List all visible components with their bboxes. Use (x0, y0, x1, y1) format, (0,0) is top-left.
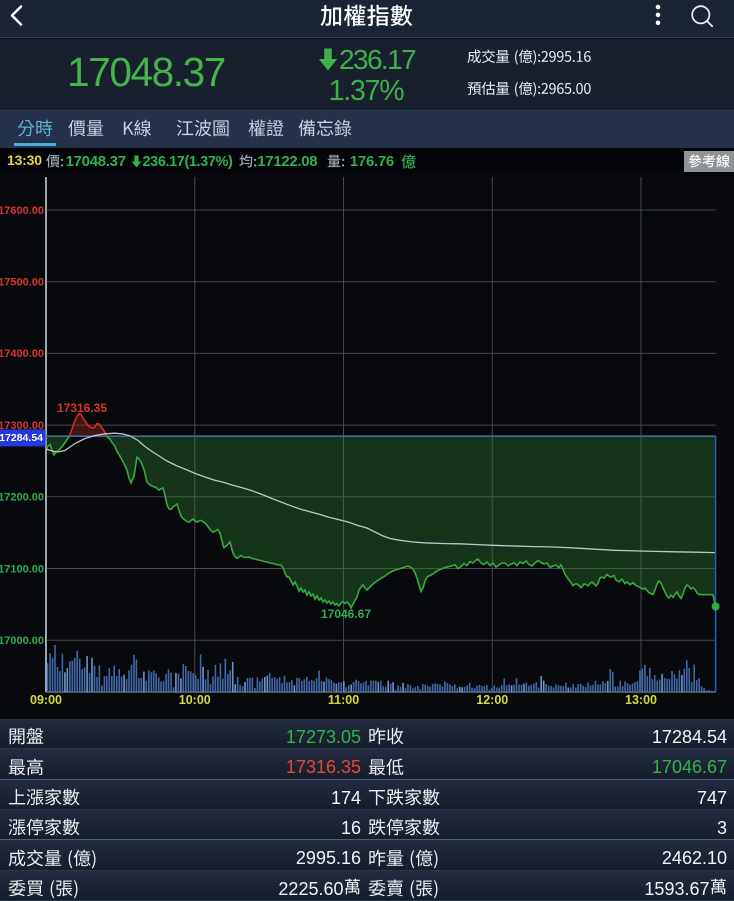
svg-text:17600.00: 17600.00 (0, 205, 44, 217)
svg-text:09:00: 09:00 (30, 693, 62, 707)
svg-text:11:00: 11:00 (328, 693, 359, 707)
svg-text:17284.54: 17284.54 (0, 432, 43, 444)
svg-text:17046.67: 17046.67 (321, 607, 371, 621)
svg-text:17000.00: 17000.00 (0, 635, 44, 647)
svg-text:17500.00: 17500.00 (0, 277, 44, 289)
svg-text:10:00: 10:00 (179, 693, 211, 707)
svg-text:17100.00: 17100.00 (0, 563, 44, 575)
svg-text:17400.00: 17400.00 (0, 348, 44, 360)
svg-text:13:00: 13:00 (625, 693, 657, 707)
svg-text:17316.35: 17316.35 (57, 401, 107, 415)
svg-text:12:00: 12:00 (476, 693, 508, 707)
svg-text:17200.00: 17200.00 (0, 492, 44, 504)
svg-text:17300.00: 17300.00 (0, 420, 44, 432)
